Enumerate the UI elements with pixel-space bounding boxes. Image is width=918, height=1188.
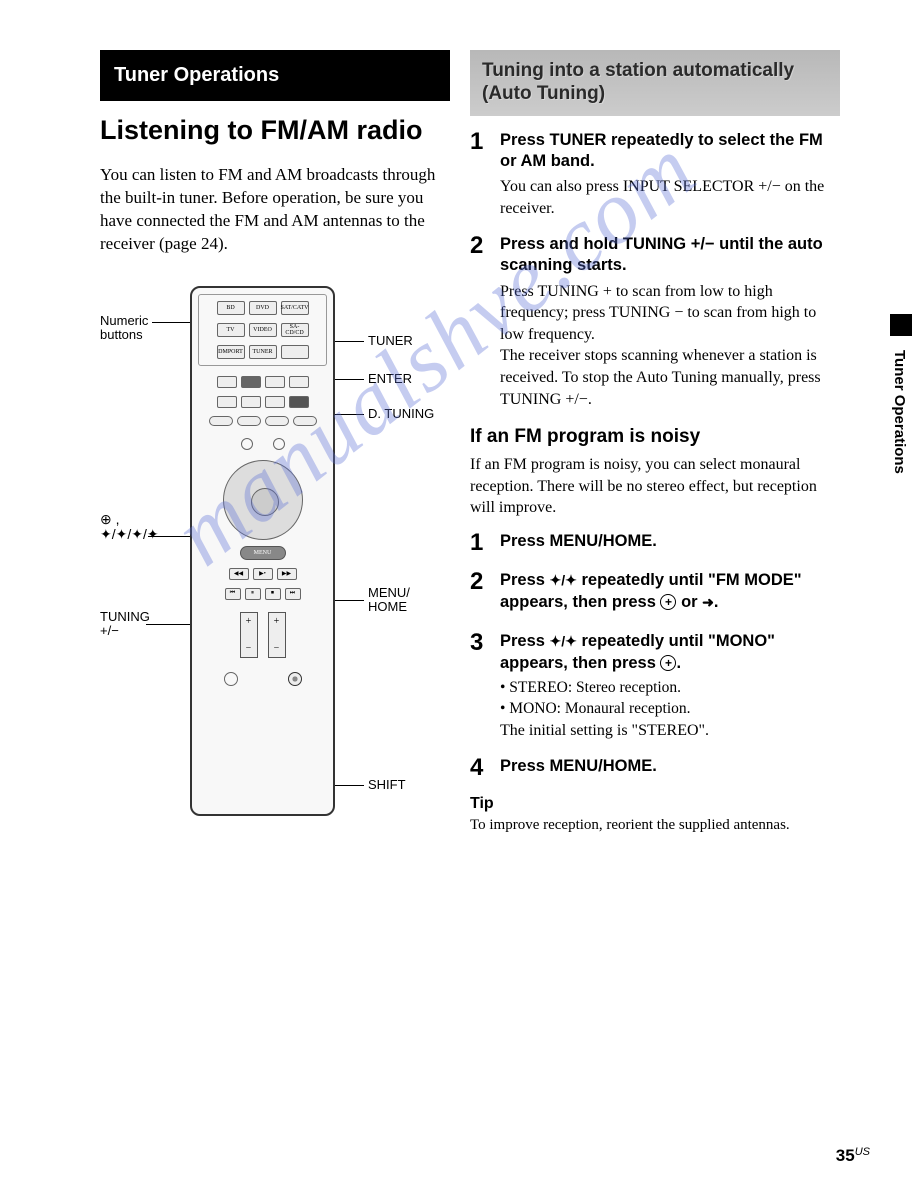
- transport-button: ◀◀: [229, 568, 249, 580]
- volume-rocker: +−: [268, 612, 286, 658]
- remote-button: [217, 396, 237, 408]
- menu-button: MENU: [240, 546, 286, 560]
- volume-block: +− +−: [192, 604, 333, 666]
- section-header: Tuner Operations: [100, 50, 450, 101]
- callout-tuner: TUNER: [368, 334, 413, 348]
- remote-button: [209, 416, 233, 426]
- step-number: 1: [470, 130, 500, 220]
- remote-row: DMPORT TUNER: [201, 341, 324, 363]
- remote-row: TV VIDEO SA-CD/CD: [201, 319, 324, 341]
- step-title: Press and hold TUNING +/− until the auto…: [500, 234, 840, 277]
- step: 4 Press MENU/HOME.: [470, 756, 840, 781]
- step-number: 4: [470, 756, 500, 781]
- step: 2 Press ✦/✦ repeatedly until "FM MODE" a…: [470, 570, 840, 617]
- remote-button: [224, 672, 238, 686]
- page-number-value: 35: [836, 1146, 855, 1165]
- remote-button: [273, 438, 285, 450]
- remote-body: BD DVD SAT/CATV TV VIDEO SA-CD/CD DMPORT…: [190, 286, 335, 816]
- transport-button: ▶•: [253, 568, 273, 580]
- remote-button: [281, 345, 309, 359]
- callout-numeric-buttons: Numeric buttons: [100, 314, 148, 343]
- page-number-suffix: US: [855, 1146, 870, 1158]
- right-column: Tuning into a station automatically (Aut…: [470, 50, 840, 876]
- step-title: Press ✦/✦ repeatedly until "MONO" appear…: [500, 631, 840, 674]
- transport-button: ⏮: [225, 588, 241, 600]
- remote-diagram: Numeric buttons TUNER ENTER D. TUNING ⊕ …: [100, 276, 450, 876]
- remote-button: DVD: [249, 301, 277, 315]
- step-text: Press TUNING + to scan from low to high …: [500, 281, 840, 411]
- remote-button: [289, 396, 309, 408]
- page-number: 35US: [836, 1146, 870, 1166]
- callout-dtuning: D. TUNING: [368, 407, 434, 421]
- tip-text: To improve reception, reorient the suppl…: [470, 815, 840, 835]
- main-title: Listening to FM/AM radio: [100, 115, 450, 146]
- tip-heading: Tip: [470, 795, 840, 813]
- remote-button: [241, 376, 261, 388]
- step: 2 Press and hold TUNING +/− until the au…: [470, 234, 840, 410]
- step-title: Press MENU/HOME.: [500, 531, 840, 552]
- callout-line: [148, 536, 192, 537]
- remote-row: BD DVD SAT/CATV: [201, 297, 324, 319]
- step-title: Press TUNER repeatedly to select the FM …: [500, 130, 840, 173]
- step: 1 Press MENU/HOME.: [470, 531, 840, 556]
- callout-line: [152, 322, 194, 323]
- step-number: 1: [470, 531, 500, 556]
- callout-line: [146, 624, 194, 625]
- remote-button: SAT/CATV: [281, 301, 309, 315]
- transport-button: ▶▶: [277, 568, 297, 580]
- step-text: You can also press INPUT SELECTOR +/− on…: [500, 176, 840, 219]
- remote-button: VIDEO: [249, 323, 277, 337]
- remote-button: [217, 376, 237, 388]
- step-number: 2: [470, 234, 500, 410]
- side-tab: Tuner Operations: [891, 350, 908, 474]
- intro-text: You can listen to FM and AM broadcasts t…: [100, 164, 450, 256]
- subsection-header: Tuning into a station automatically (Aut…: [470, 50, 840, 116]
- step-number: 2: [470, 570, 500, 617]
- remote-button: [265, 396, 285, 408]
- shift-button: [288, 672, 302, 686]
- callout-shift: SHIFT: [368, 778, 406, 792]
- step-title: Press MENU/HOME.: [500, 756, 840, 777]
- volume-rocker: +−: [240, 612, 258, 658]
- remote-button: [265, 376, 285, 388]
- step: 1 Press TUNER repeatedly to select the F…: [470, 130, 840, 220]
- callout-menu-home: MENU/ HOME: [368, 586, 410, 615]
- transport-button: ⏭: [285, 588, 301, 600]
- sub-text: If an FM program is noisy, you can selec…: [470, 454, 840, 519]
- step: 3 Press ✦/✦ repeatedly until "MONO" appe…: [470, 631, 840, 741]
- bullet-item: • STEREO: Stereo reception.: [500, 678, 840, 699]
- page-content: Tuner Operations Listening to FM/AM radi…: [100, 50, 878, 876]
- remote-button: [241, 438, 253, 450]
- callout-enter: ENTER: [368, 372, 412, 386]
- remote-button: [289, 376, 309, 388]
- remote-button: [241, 396, 261, 408]
- callout-tuning: TUNING +/−: [100, 610, 150, 639]
- remote-button: [265, 416, 289, 426]
- remote-button: [237, 416, 261, 426]
- transport-button: ⏹: [265, 588, 281, 600]
- remote-button: TV: [217, 323, 245, 337]
- step-text: The initial setting is "STEREO".: [500, 720, 840, 742]
- remote-button: DMPORT: [217, 345, 245, 359]
- side-tab-marker: [890, 314, 912, 336]
- left-column: Tuner Operations Listening to FM/AM radi…: [100, 50, 450, 876]
- callout-plus-arrows: ⊕ , ✦/✦/✦/✦: [100, 512, 159, 543]
- remote-button: SA-CD/CD: [281, 323, 309, 337]
- remote-button: [293, 416, 317, 426]
- step-number: 3: [470, 631, 500, 741]
- transport-button: ⏸: [245, 588, 261, 600]
- step-title: Press ✦/✦ repeatedly until "FM MODE" app…: [500, 570, 840, 613]
- remote-button: BD: [217, 301, 245, 315]
- remote-button: TUNER: [249, 345, 277, 359]
- sub-heading: If an FM program is noisy: [470, 426, 840, 448]
- nav-wheel: [223, 460, 303, 540]
- bullet-item: • MONO: Monaural reception.: [500, 699, 840, 720]
